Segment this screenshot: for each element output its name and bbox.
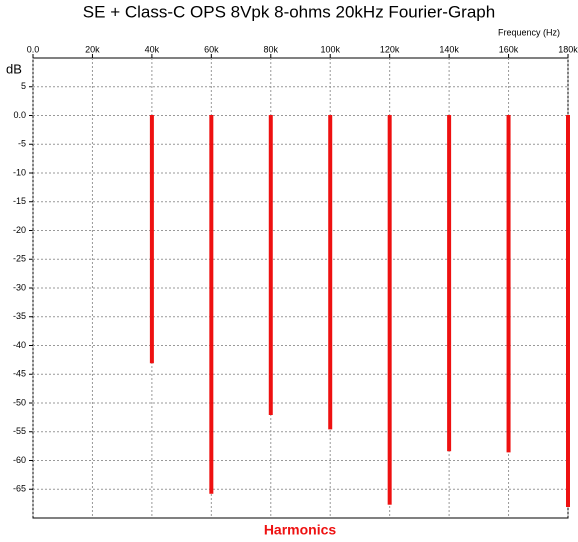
y-tick-label: -20 <box>13 225 26 235</box>
y-tick-label: 0.0 <box>13 110 26 120</box>
y-tick-label: -30 <box>13 282 26 292</box>
footer-label: Harmonics <box>264 522 337 538</box>
bar <box>268 115 273 415</box>
x-tick-label: 40k <box>145 44 160 54</box>
x-tick-label: 160k <box>499 44 519 54</box>
x-axis-label: Frequency (Hz) <box>498 27 560 37</box>
y-tick-label: -35 <box>13 311 26 321</box>
bar <box>566 115 570 507</box>
x-tick-label: 80k <box>264 44 279 54</box>
x-tick-label: 140k <box>439 44 459 54</box>
x-tick-label: 100k <box>320 44 340 54</box>
y-tick-label: -60 <box>13 455 26 465</box>
bar <box>328 115 333 430</box>
x-tick-label: 180k <box>558 44 578 54</box>
x-tick-label: 120k <box>380 44 400 54</box>
bar <box>149 115 154 364</box>
y-tick-label: 5 <box>21 81 26 91</box>
y-tick-label: -25 <box>13 254 26 264</box>
y-tick-label: -65 <box>13 484 26 494</box>
y-tick-label: -5 <box>18 139 26 149</box>
y-tick-label: -45 <box>13 369 26 379</box>
bar <box>387 115 392 505</box>
x-tick-label: 60k <box>204 44 219 54</box>
y-tick-label: -55 <box>13 426 26 436</box>
bar <box>506 115 511 453</box>
x-tick-label: 0.0 <box>27 44 40 54</box>
y-tick-label: -10 <box>13 167 26 177</box>
y-tick-label: -15 <box>13 196 26 206</box>
chart-title: SE + Class-C OPS 8Vpk 8-ohms 20kHz Fouri… <box>83 2 495 21</box>
y-axis-label: dB <box>6 61 22 76</box>
y-tick-label: -40 <box>13 340 26 350</box>
y-tick-label: -50 <box>13 397 26 407</box>
bar <box>447 115 452 452</box>
bar <box>209 115 214 494</box>
x-tick-label: 20k <box>85 44 100 54</box>
